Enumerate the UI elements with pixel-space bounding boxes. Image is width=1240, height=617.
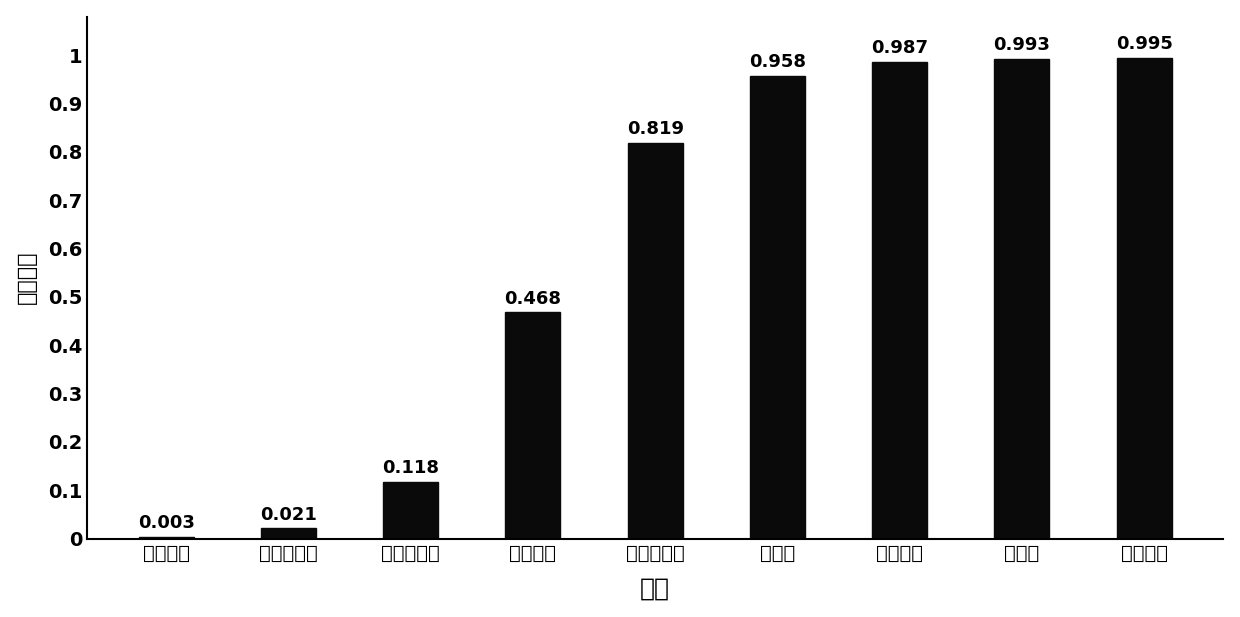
Bar xyxy=(872,62,928,539)
Text: 0.958: 0.958 xyxy=(749,53,806,71)
Text: 0.003: 0.003 xyxy=(138,515,195,532)
Text: 0.118: 0.118 xyxy=(382,458,439,477)
Y-axis label: 正域大小: 正域大小 xyxy=(16,251,37,304)
Bar xyxy=(994,59,1049,539)
Bar xyxy=(627,143,683,539)
Text: 0.468: 0.468 xyxy=(505,289,562,308)
Bar xyxy=(139,537,193,539)
Text: 0.987: 0.987 xyxy=(872,39,929,57)
Bar xyxy=(383,481,438,539)
Bar xyxy=(750,76,805,539)
Text: 0.021: 0.021 xyxy=(260,505,317,524)
Bar xyxy=(260,528,316,539)
Text: 0.993: 0.993 xyxy=(993,36,1050,54)
Bar xyxy=(1117,58,1172,539)
Bar xyxy=(506,312,560,539)
Text: 0.819: 0.819 xyxy=(626,120,683,138)
X-axis label: 变量: 变量 xyxy=(640,576,670,600)
Text: 0.995: 0.995 xyxy=(1116,35,1173,53)
